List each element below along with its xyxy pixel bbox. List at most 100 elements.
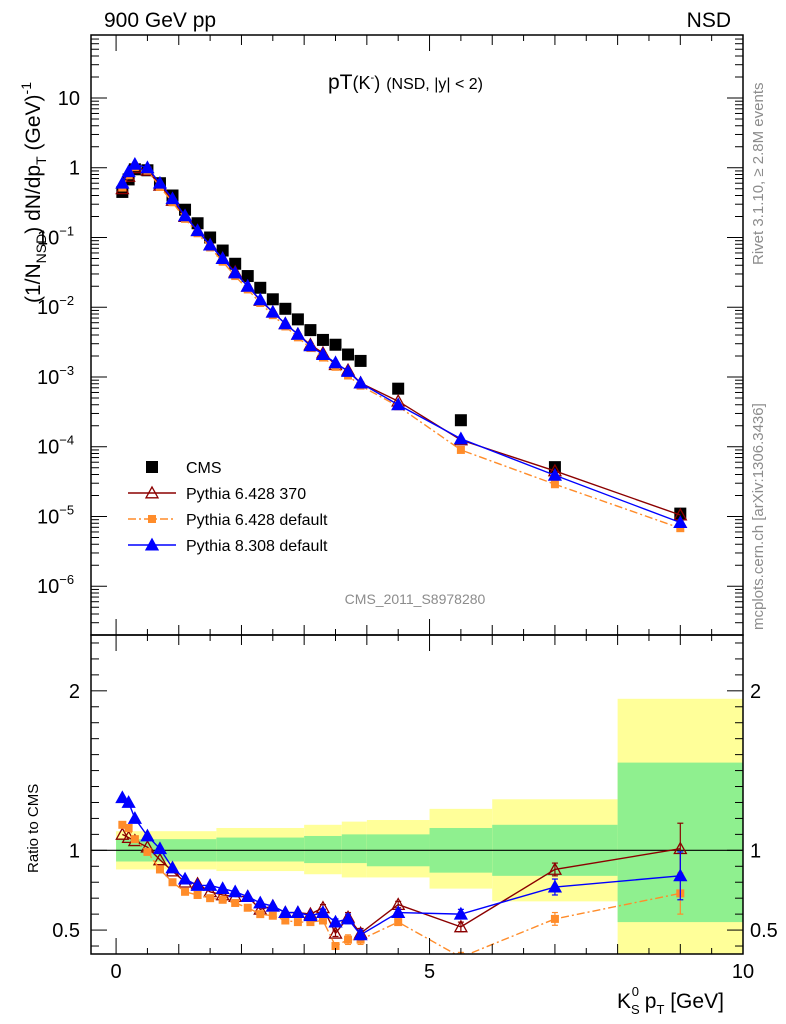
ratio-point-2-0 <box>115 790 130 804</box>
ratio-plot-series <box>115 790 688 954</box>
main-point-3-24 <box>673 515 688 528</box>
legend: CMS Pythia 6.428 370 Pythia 6.428 defaul… <box>128 460 328 555</box>
ratio-series-2 <box>115 790 688 941</box>
main-point-3-23 <box>547 467 563 481</box>
main-point-3-17 <box>315 347 331 360</box>
title-sup: - <box>371 72 375 84</box>
ratio-point-1-9 <box>218 895 227 904</box>
main-point-3-14 <box>278 316 293 330</box>
main-point-3-11 <box>240 278 255 292</box>
main-ytick-label-5: 10−4 <box>37 433 74 459</box>
ratio-point-1-7 <box>193 890 202 899</box>
ratio-point-2-2 <box>127 811 142 824</box>
ratio-point-2-13 <box>265 898 280 912</box>
band-inner-1 <box>216 837 305 862</box>
ylabel-part-b: ) dN/dp <box>22 165 45 234</box>
ratio-point-0-23 <box>547 862 563 875</box>
xlabel-k-sub: S <box>631 1002 640 1017</box>
ratio-point-2-8 <box>203 878 218 891</box>
ratio-point-1-2 <box>130 835 139 844</box>
main-point-0-17 <box>316 333 329 346</box>
ratio-point-2-22 <box>453 906 468 920</box>
main-point-0-16 <box>304 324 317 337</box>
main-ytick-label-sup-2: −1 <box>59 223 74 238</box>
ratio-point-2-12 <box>253 895 268 909</box>
title-rest: (NSD, |y| < 2) <box>386 76 483 93</box>
header-right-label: NSD <box>687 9 731 32</box>
ratio-point-2-4 <box>152 841 168 855</box>
main-point-0-20 <box>354 354 367 367</box>
main-point-0-22 <box>454 414 467 427</box>
xlabel-k: K <box>617 990 631 1013</box>
ratio-point-2-10 <box>228 884 243 898</box>
main-point-3-3 <box>140 160 155 174</box>
ratio-point-1-23 <box>550 914 559 923</box>
xtick-label-2: 10 <box>732 961 754 983</box>
main-point-3-19 <box>340 364 356 377</box>
main-point-2-22 <box>456 445 465 454</box>
axis-ticks <box>91 34 744 954</box>
ylabel-sub-b: T <box>33 156 49 165</box>
legend-label-pythia6-default: Pythia 6.428 default <box>186 512 328 529</box>
ratio-point-1-11 <box>243 903 252 912</box>
mcplots-label: mcplots.cern.ch [arXiv:1306.3436] <box>750 403 767 630</box>
ratio-ytick-label-right-0: 0.5 <box>750 920 778 942</box>
main-point-3-0 <box>115 175 130 189</box>
legend-marker-3 <box>144 537 160 551</box>
ylabel-part-c: (GeV) <box>22 94 45 156</box>
ratio-point-1-12 <box>256 910 265 919</box>
main-ytick-label-7: 10−6 <box>37 572 74 598</box>
main-point-3-5 <box>165 191 180 205</box>
ratio-point-2-23 <box>547 879 563 893</box>
ratio-point-2-9 <box>215 881 230 895</box>
ratio-point-2-19 <box>340 911 356 925</box>
ratio-point-1-1 <box>124 823 133 832</box>
ratio-point-2-16 <box>303 908 318 922</box>
ratio-ytick-label-right-1: 1 <box>750 840 761 862</box>
plot-title: pT(K-) (NSD, |y| < 2) <box>328 71 483 94</box>
ratio-point-1-4 <box>155 865 164 874</box>
ratio-point-2-6 <box>177 871 193 885</box>
xtick-label-1: 5 <box>424 961 435 983</box>
main-point-0-18 <box>329 338 342 351</box>
ratio-ytick-label-left-1: 1 <box>69 840 80 862</box>
ratio-point-0-4 <box>152 852 168 866</box>
main-ytick-label-sup-7: −6 <box>59 572 74 587</box>
main-ytick-label-3: 10−2 <box>37 293 74 319</box>
legend-label-pythia6-370: Pythia 6.428 370 <box>186 486 306 503</box>
ratio-point-2-14 <box>278 905 293 918</box>
main-point-3-20 <box>353 375 368 389</box>
main-point-3-18 <box>328 355 343 369</box>
xlabel-rest: [GeV] <box>664 990 724 1013</box>
main-point-0-14 <box>279 302 292 315</box>
ratio-point-1-15 <box>293 918 302 927</box>
title-particle: (K <box>353 73 371 93</box>
legend-marker-0 <box>146 461 158 473</box>
main-plot-series <box>115 156 688 533</box>
header-left-label: 900 GeV pp <box>104 9 216 32</box>
ratio-ytick-label-right-2: 2 <box>750 681 761 703</box>
xlabel-p: p <box>639 990 657 1013</box>
main-point-0-13 <box>266 293 279 306</box>
band-inner-2 <box>304 835 342 864</box>
main-point-3-1 <box>121 164 136 178</box>
main-point-3-10 <box>228 265 243 279</box>
main-point-0-15 <box>291 313 304 326</box>
ratio-point-1-8 <box>206 894 215 903</box>
analysis-id-label: CMS_2011_S8978280 <box>345 591 486 607</box>
main-ytick-label-2: 10−1 <box>37 223 74 249</box>
ratio-point-1-14 <box>281 916 290 925</box>
main-ytick-label-1: 1 <box>69 158 80 180</box>
main-point-3-15 <box>290 326 305 340</box>
ratio-point-0-0 <box>115 827 130 840</box>
main-point-3-8 <box>203 237 218 251</box>
ratio-ytick-label-left-0: 0.5 <box>52 920 80 942</box>
ratio-point-1-13 <box>268 911 277 920</box>
ratio-point-2-21 <box>391 905 406 918</box>
ratio-point-1-19 <box>344 935 353 944</box>
ratio-point-2-20 <box>353 927 368 941</box>
main-ytick-label-6: 10−5 <box>37 502 74 528</box>
ratio-point-1-5 <box>168 878 177 887</box>
ylabel-sup-c: -1 <box>18 82 34 95</box>
